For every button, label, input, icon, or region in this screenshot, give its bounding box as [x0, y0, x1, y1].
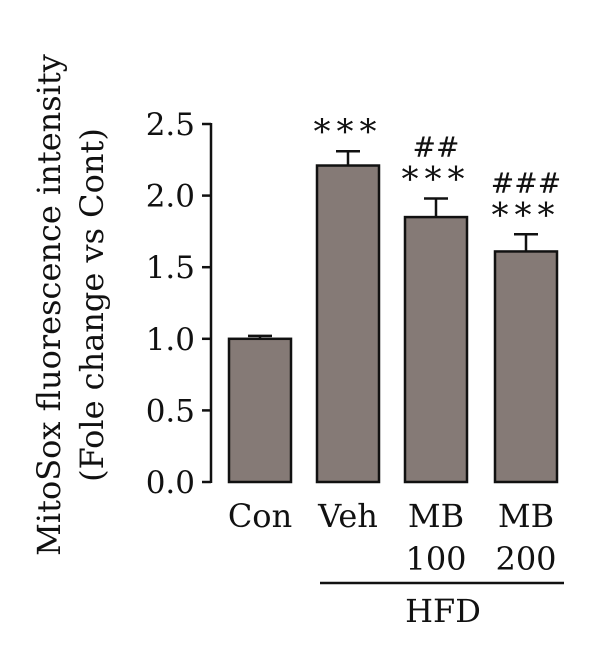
y-tick-label: 2.5: [146, 107, 195, 143]
y-tick-label: 1.0: [146, 322, 195, 358]
group-label: HFD: [405, 592, 481, 630]
y-axis-label-line2: (Fole change vs Cont): [73, 128, 111, 482]
bar: [493, 250, 559, 484]
significance-stars: ***: [402, 159, 471, 199]
y-tick-label: 2.0: [146, 179, 195, 215]
bar: [227, 337, 293, 484]
significance-stars: ***: [314, 112, 383, 152]
significance-stars: ***: [492, 195, 561, 235]
bar: [315, 164, 381, 484]
bar: [403, 215, 469, 484]
plot-area: 0.00.51.01.52.02.5Con***Veh***##MB100***…: [146, 107, 564, 585]
x-tick-label: Veh: [317, 497, 378, 535]
x-tick-label: Con: [228, 497, 292, 535]
x-tick-label-line2: 200: [495, 540, 556, 578]
y-tick-label: 0.0: [146, 465, 195, 501]
significance-hash: ###: [491, 166, 561, 199]
y-axis-label-line1: MitoSox fluorescence intensity: [30, 54, 68, 556]
significance-hash: ##: [413, 130, 460, 163]
x-tick-label-line2: 100: [405, 540, 466, 578]
x-tick-label: MB: [498, 497, 554, 535]
y-tick-label: 0.5: [146, 393, 195, 429]
y-axis-title: MitoSox fluorescence intensity (Fole cha…: [30, 54, 111, 556]
y-tick-label: 1.5: [146, 250, 195, 286]
x-tick-label: MB: [408, 497, 464, 535]
